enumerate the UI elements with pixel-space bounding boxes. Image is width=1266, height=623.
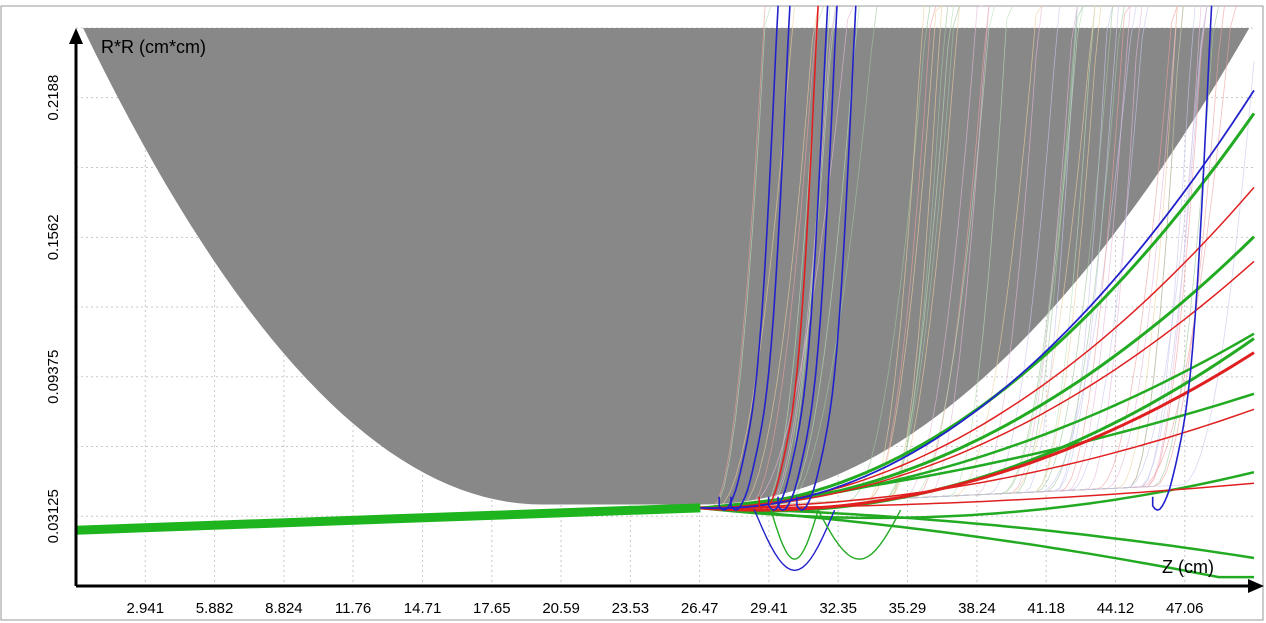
y-tick-label: 0.03125 [45,489,62,543]
y-axis-arrow [69,28,83,44]
track-curve [699,482,1255,509]
steep-track [777,5,838,511]
beam-line [75,503,701,535]
loop-track [753,508,836,572]
track-curve [699,186,1255,509]
x-tick-label: 35.29 [889,600,927,617]
steep-track [718,5,779,511]
x-tick-label: 5.882 [196,600,234,617]
x-tick-label: 44.12 [1097,600,1135,617]
x-tick-label: 32.35 [819,600,857,617]
x-tick-label: 47.06 [1166,600,1204,617]
track-curve [695,506,1254,579]
steep-track [1151,5,1213,511]
track-curve [699,408,1255,509]
y-tick-label: 0.2188 [45,75,62,121]
y-axis-title: R*R (cm*cm) [101,37,206,57]
steep-track [767,5,829,511]
x-ticks: 2.941 5.882 8.824 11.76 14.71 17.65 20.59 23.53… [127,600,1204,617]
loop-track [816,508,902,560]
loop-track [769,508,819,560]
x-tick-label: 29.41 [750,600,788,617]
y-ticks: 0.03125 0.09375 0.1562 0.2188 [45,75,62,544]
steep-track [730,5,791,511]
y-tick-label: 0.1562 [45,214,62,260]
tracks [694,5,1256,579]
x-tick-label: 23.53 [612,600,650,617]
acceptance-envelope [83,28,1250,505]
y-tick-label: 0.09375 [45,350,62,404]
x-tick-label: 26.47 [681,600,719,617]
x-axis-arrow [1248,579,1264,593]
x-tick-label: 11.76 [335,600,371,617]
x-tick-label: 20.59 [542,600,580,617]
x-tick-label: 38.24 [958,600,996,617]
x-tick-label: 8.824 [265,600,303,617]
track-curve [699,89,1255,510]
x-tick-label: 41.18 [1027,600,1065,617]
steep-track [796,5,857,511]
steep-track [758,5,819,511]
x-axis-title: Z (cm) [1162,557,1214,577]
x-tick-label: 14.71 [404,600,442,617]
x-tick-label: 2.941 [127,600,165,617]
x-tick-label: 17.65 [473,600,511,617]
track-curve [699,392,1255,510]
